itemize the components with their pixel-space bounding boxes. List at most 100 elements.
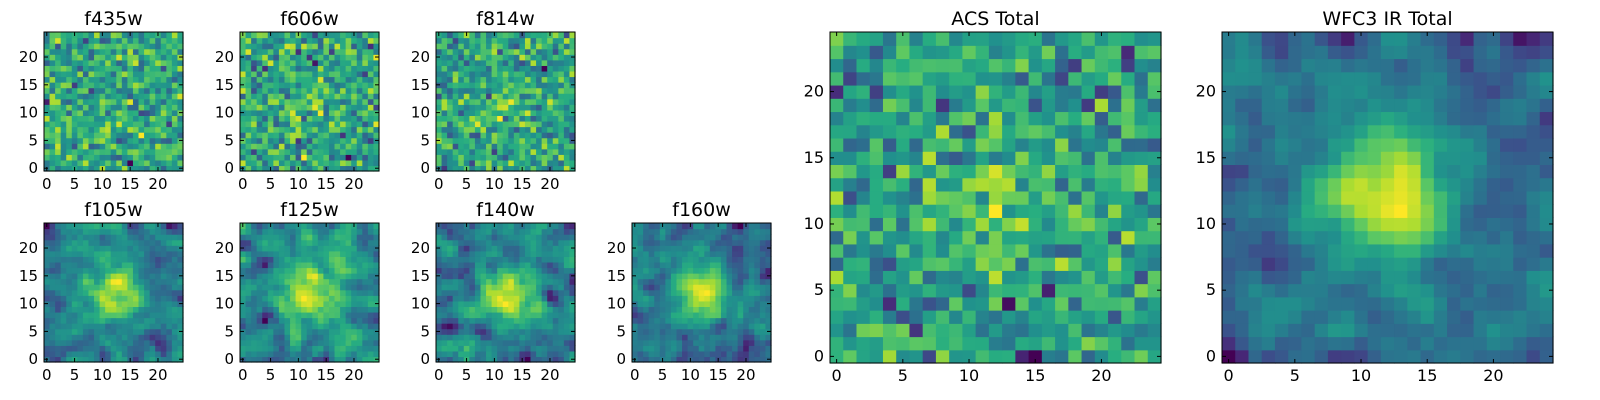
heatmap-cell (480, 328, 487, 335)
heatmap-cell (452, 70, 459, 78)
heatmap-cell (149, 165, 156, 172)
heatmap-cell (55, 345, 62, 352)
heatmap-cell (273, 228, 280, 235)
heatmap-cell (99, 234, 106, 241)
heatmap-cell (508, 48, 515, 55)
heatmap-cell (334, 132, 341, 139)
heatmap-cell (530, 98, 537, 105)
y-tick-label: 15 (411, 267, 430, 285)
heatmap-cell (541, 284, 548, 291)
heatmap-cell (251, 345, 258, 352)
heatmap-cell (160, 109, 167, 116)
heatmap-cell (715, 261, 722, 269)
heatmap-cell (340, 65, 347, 72)
heatmap-cell (127, 323, 134, 330)
heatmap-cell (301, 120, 308, 128)
heatmap-cell (340, 300, 347, 307)
x-tick-label: 15 (121, 366, 140, 384)
heatmap-cell (519, 43, 526, 50)
heatmap-cell (362, 54, 369, 61)
heatmap-cell (295, 317, 302, 324)
heatmap-cell (474, 345, 482, 352)
heatmap-cell (290, 109, 297, 116)
heatmap-cell (278, 345, 286, 352)
heatmap-cell (77, 295, 84, 302)
heatmap-cell (480, 311, 487, 319)
heatmap-cell (155, 70, 162, 78)
heatmap-cell (132, 120, 140, 128)
heatmap-cell (60, 350, 67, 358)
heatmap-cell (94, 245, 101, 252)
heatmap-cell (267, 76, 274, 83)
heatmap-cell (541, 120, 548, 128)
heatmap-cell (105, 59, 112, 66)
heatmap-cell (362, 82, 369, 89)
heatmap-cell (563, 87, 571, 94)
heatmap-cell (362, 250, 369, 257)
heatmap-cell (497, 143, 504, 150)
heatmap-cell (138, 43, 145, 50)
heatmap-cell (66, 148, 73, 155)
y-tick-label: 15 (215, 267, 234, 285)
heatmap-cell (171, 356, 179, 363)
heatmap-cell (82, 159, 90, 167)
heatmap-cell (508, 267, 515, 274)
heatmap-cell (284, 59, 291, 66)
heatmap-cell (1108, 243, 1122, 258)
heatmap-cell (121, 306, 128, 313)
heatmap-cell (88, 143, 95, 150)
heatmap-cell (245, 228, 252, 235)
heatmap-cell (441, 356, 448, 363)
heatmap-cell (698, 289, 705, 296)
heatmap-cell (530, 82, 537, 89)
heatmap-cell (502, 339, 509, 346)
heatmap-cell (127, 87, 134, 94)
heatmap-cell (284, 48, 291, 55)
heatmap-cell (351, 137, 358, 144)
heatmap-cell (513, 339, 520, 346)
heatmap-cell (530, 311, 537, 319)
heatmap-cell (659, 261, 666, 269)
heatmap-cell (648, 289, 655, 296)
heatmap-cell (447, 289, 454, 296)
heatmap-cell (267, 261, 274, 269)
heatmap-cell (278, 59, 286, 66)
heatmap-cell (491, 317, 498, 324)
heatmap-cell (323, 82, 330, 89)
heatmap-cell (508, 300, 515, 307)
heatmap-cell (144, 120, 151, 128)
heatmap-cell (251, 311, 258, 319)
heatmap-cell (452, 345, 459, 352)
heatmap-cell (127, 115, 134, 122)
heatmap-cell (463, 126, 470, 133)
heatmap-cell (295, 289, 302, 296)
heatmap-cell (737, 267, 744, 274)
heatmap-cell (44, 59, 51, 66)
heatmap-cell (262, 239, 269, 246)
heatmap-cell (251, 295, 258, 302)
heatmap-cell (563, 70, 571, 78)
heatmap-cell (709, 328, 716, 335)
heatmap-cell (909, 230, 924, 245)
heatmap-cell (317, 165, 324, 172)
heatmap-cell (99, 143, 106, 150)
heatmap-cell (367, 76, 375, 83)
heatmap-cell (502, 261, 509, 269)
heatmap-cell (262, 300, 269, 307)
heatmap-cell (55, 65, 62, 72)
heatmap-cell (909, 296, 924, 311)
heatmap-cell (754, 350, 761, 358)
heatmap-cell (278, 48, 286, 55)
heatmap-cell (452, 261, 459, 269)
heatmap-cell (896, 217, 911, 232)
heatmap-cell (530, 300, 537, 307)
heatmap-cell (882, 296, 897, 311)
heatmap-cell (44, 239, 51, 246)
heatmap-cell (177, 148, 184, 155)
heatmap-cell (452, 59, 459, 66)
heatmap-cell (670, 345, 678, 352)
heatmap-cell (356, 48, 363, 55)
heatmap-cell (295, 250, 302, 257)
heatmap-cell (273, 334, 280, 341)
heatmap-cell (177, 339, 184, 346)
